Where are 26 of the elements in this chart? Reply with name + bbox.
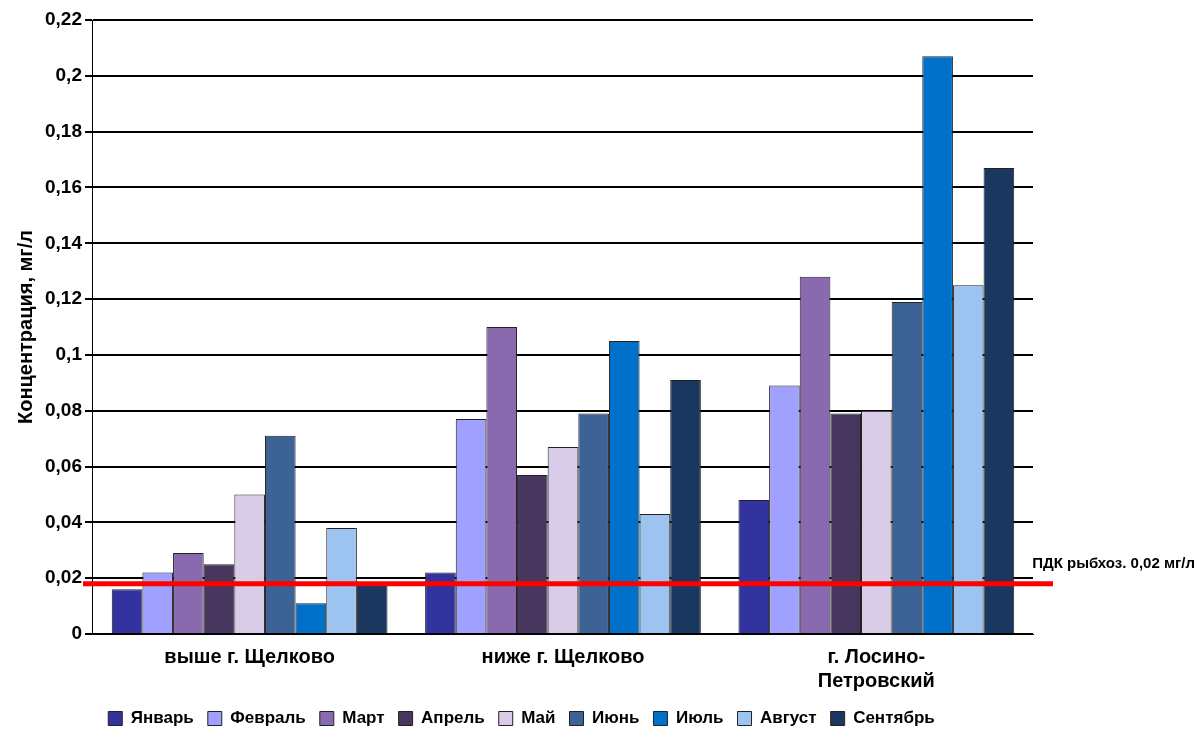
- y-tick-label: 0,02: [45, 566, 82, 588]
- ref-line-label: ПДК рыбхоз. 0,02 мг/л: [1032, 554, 1195, 572]
- y-tick-label: 0,16: [45, 175, 82, 197]
- y-tick-label: 0: [71, 622, 82, 644]
- legend-label: Апрель: [421, 708, 485, 728]
- y-axis-title: Концентрация, мг/л: [13, 230, 36, 424]
- y-tick-label: 0,14: [45, 231, 83, 253]
- legend-label: Февраль: [230, 708, 306, 728]
- legend-label: Июнь: [592, 708, 640, 728]
- x-tick-label: выше г. Щелково: [164, 644, 335, 667]
- y-tick-label: 0,1: [55, 343, 83, 365]
- y-tick-label: 0,04: [45, 510, 83, 532]
- y-tick-label: 0,2: [55, 64, 82, 86]
- legend-label: Май: [521, 708, 556, 728]
- legend-label: Сентябрь: [853, 708, 935, 728]
- y-tick-label: 0,12: [45, 287, 82, 309]
- y-tick-label: 0,22: [45, 8, 82, 30]
- y-tick-label: 0,06: [45, 454, 82, 476]
- y-tick-label: 0,08: [45, 398, 82, 420]
- x-tick-label: ниже г. Щелково: [481, 644, 645, 667]
- x-tick-label: г. Лосино-Петровский: [817, 644, 935, 691]
- legend-label: Август: [760, 708, 817, 728]
- y-tick-label: 0,18: [45, 119, 82, 141]
- legend-label: Июль: [675, 708, 724, 728]
- legend-label: Март: [342, 708, 385, 728]
- legend-label: Январь: [130, 708, 194, 728]
